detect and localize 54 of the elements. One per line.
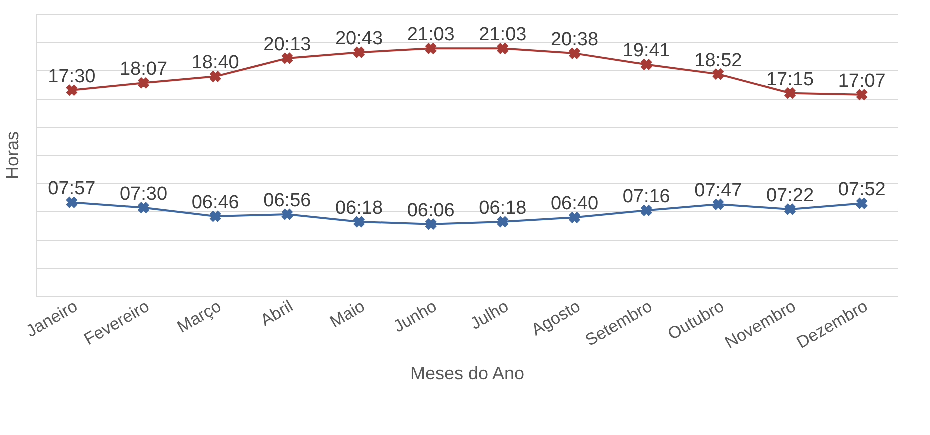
point: [425, 218, 437, 230]
point: [712, 68, 724, 80]
point: [66, 196, 78, 208]
point: [640, 204, 652, 216]
data-label: 06:40: [550, 194, 599, 215]
point: [282, 208, 294, 220]
point: [784, 88, 796, 99]
data-label: 18:52: [694, 50, 742, 72]
point: [354, 46, 365, 58]
x-tick-label: Maio: [326, 296, 368, 332]
point: [569, 212, 580, 224]
point: [210, 210, 222, 222]
point: [354, 216, 365, 228]
data-label: 21:03: [479, 24, 527, 46]
point: [856, 198, 868, 210]
data-label: 06:18: [335, 198, 384, 219]
data-label: 20:13: [264, 34, 312, 56]
point: [66, 84, 78, 96]
point: [210, 70, 222, 82]
point: [640, 59, 652, 70]
x-axis-title: Meses do Ano: [410, 364, 525, 384]
data-label: 18:07: [120, 59, 168, 80]
x-tick-label: Abril: [257, 296, 296, 330]
data-label: 06:06: [407, 200, 455, 222]
data-label: 18:40: [192, 52, 240, 74]
data-label: 07:47: [694, 180, 742, 202]
x-tick-label: Julho: [467, 296, 512, 334]
data-label: 07:30: [120, 184, 168, 205]
point: [138, 77, 150, 89]
point: [497, 42, 509, 54]
data-label: 20:38: [550, 30, 599, 51]
data-label: 06:18: [479, 198, 527, 219]
data-label: 07:16: [622, 186, 670, 208]
point: [425, 42, 437, 54]
point: [282, 52, 294, 64]
data-label: 07:52: [838, 180, 886, 201]
data-label: 07:57: [48, 178, 96, 200]
point: [856, 89, 868, 101]
data-label: 19:41: [622, 40, 670, 62]
point: [712, 198, 724, 210]
point: [784, 204, 796, 216]
point: [497, 216, 509, 228]
data-label: 17:30: [48, 66, 96, 88]
data-label: 06:46: [192, 192, 240, 214]
data-label: 17:07: [838, 70, 886, 92]
data-label: 20:43: [335, 28, 384, 50]
data-label: 21:03: [407, 24, 455, 46]
point: [569, 48, 580, 60]
point: [138, 202, 150, 214]
x-tick-label: Junho: [390, 296, 440, 336]
data-label: 06:56: [264, 190, 312, 212]
data-label: 17:15: [766, 69, 814, 90]
y-axis-title: Horas: [2, 131, 22, 180]
data-label: 07:22: [766, 185, 814, 206]
